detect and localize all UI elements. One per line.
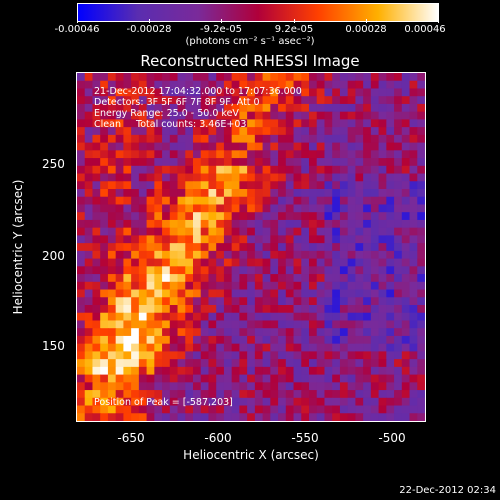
info-detectors: Detectors: 3F 5F 6F 7F 8F 9F, Att 0: [94, 97, 260, 108]
info-time-range: 21-Dec-2012 17:04:32.000 to 17:07:36.000: [94, 86, 302, 97]
rhessi-image-plot: [76, 72, 426, 422]
colorbar-tick-label: -0.00046: [54, 24, 100, 35]
y-tick-label: 250: [42, 157, 65, 171]
footer-date: 22-Dec-2012 02:34: [399, 485, 496, 496]
colorbar-tick-label: -0.00028: [126, 24, 172, 35]
info-energy-range: Energy Range: 25.0 - 50.0 keV: [94, 108, 239, 119]
colorbar-tick: [366, 19, 367, 23]
colorbar-tick: [438, 19, 439, 23]
colorbar-tick: [294, 19, 295, 23]
y-axis-label: Heliocentric Y (arcsec): [11, 179, 25, 315]
info-clean-counts: Clean Total counts: 3.46E+03: [94, 119, 247, 130]
x-tick-label: -600: [204, 431, 232, 445]
image-title: Reconstructed RHESSI Image: [140, 52, 360, 70]
colorbar-tick-label: 0.00028: [345, 24, 387, 35]
x-axis-label: Heliocentric X (arcsec): [183, 448, 319, 462]
colorbar-tick-label: 0.00046: [404, 24, 446, 35]
y-tick-label: 150: [42, 339, 65, 353]
heatmap-image: [77, 73, 425, 421]
colorbar-tick: [77, 19, 78, 23]
colorbar-tick: [221, 19, 222, 23]
colorbar-tick: [149, 19, 150, 23]
x-tick-label: -500: [378, 431, 406, 445]
peak-position: Position of Peak = [-587,203]: [94, 397, 233, 408]
x-tick-label: -550: [291, 431, 319, 445]
colorbar-units: (photons cm⁻² s⁻¹ asec⁻²): [185, 36, 315, 47]
colorbar-tick-label: 9.2e-05: [274, 24, 314, 35]
y-tick-label: 200: [42, 249, 65, 263]
x-tick-label: -650: [117, 431, 145, 445]
colorbar-tick-label: -9.2e-05: [200, 24, 242, 35]
colorbar: [77, 3, 439, 22]
